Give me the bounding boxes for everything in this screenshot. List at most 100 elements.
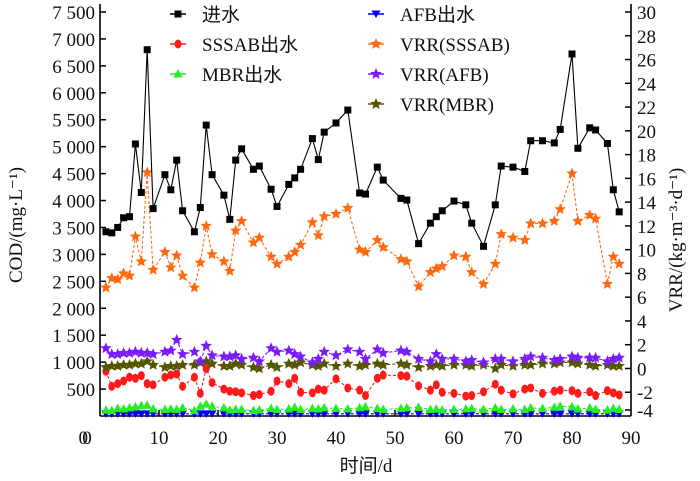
data-point — [143, 379, 151, 389]
data-point — [449, 404, 459, 414]
data-point — [190, 228, 198, 236]
data-point — [613, 351, 625, 363]
data-point — [249, 391, 257, 401]
data-point — [161, 171, 169, 179]
data-point — [135, 255, 147, 267]
data-point — [431, 403, 441, 413]
data-point — [108, 229, 116, 237]
data-point — [254, 405, 264, 414]
data-point — [194, 355, 206, 367]
data-point — [359, 358, 372, 370]
data-point — [188, 345, 201, 357]
data-point — [294, 356, 307, 368]
x-tick-label: 90 — [622, 428, 641, 449]
x-tick-label: 40 — [327, 428, 346, 449]
data-point — [601, 358, 614, 370]
data-point — [437, 405, 447, 414]
data-point — [255, 389, 263, 399]
data-point — [149, 205, 157, 213]
data-point — [525, 217, 537, 229]
data-point — [330, 349, 342, 361]
data-point — [218, 350, 230, 362]
data-point — [273, 376, 281, 386]
series-0 — [102, 46, 623, 250]
data-point — [271, 257, 283, 269]
data-point — [271, 361, 283, 373]
right-tick-label: 28 — [637, 27, 656, 48]
data-point — [220, 384, 228, 394]
data-point — [379, 370, 387, 380]
data-point — [344, 106, 352, 114]
data-point — [271, 345, 283, 357]
data-point — [102, 228, 110, 236]
data-point — [426, 219, 434, 227]
data-point — [436, 353, 448, 364]
data-point — [106, 272, 118, 283]
data-point — [120, 214, 128, 222]
x-tick-label: 0 — [82, 428, 92, 449]
data-point — [489, 362, 501, 374]
data-point — [468, 391, 476, 401]
x-tick-label: 10 — [150, 428, 169, 449]
data-point — [448, 353, 460, 364]
legend-label: VRR(SSSAB) — [400, 35, 510, 56]
legend-item: VRR(SSSAB) — [368, 35, 510, 56]
data-point — [179, 207, 187, 215]
data-point — [489, 353, 501, 364]
left-tick-label: 5 500 — [52, 111, 95, 132]
data-point — [496, 404, 506, 414]
data-point — [432, 213, 440, 221]
data-point — [479, 404, 488, 414]
data-point — [356, 189, 364, 197]
legend-marker — [174, 39, 182, 49]
data-point — [113, 403, 123, 412]
data-point — [497, 162, 505, 170]
data-point — [566, 167, 578, 179]
data-point — [312, 229, 324, 241]
data-point — [235, 358, 248, 370]
right-tick-label: 20 — [637, 122, 656, 143]
left-tick-label: 3 500 — [52, 218, 95, 239]
data-point — [201, 399, 211, 408]
data-point — [179, 381, 187, 391]
data-point — [136, 410, 146, 418]
data-point — [591, 404, 601, 414]
data-point — [308, 388, 316, 398]
left-tick-label: 1 500 — [52, 326, 95, 347]
data-point — [137, 371, 145, 381]
data-point — [331, 403, 341, 412]
data-point — [608, 403, 618, 412]
data-point — [290, 402, 300, 411]
data-point — [415, 240, 423, 248]
data-point — [207, 410, 217, 418]
data-point — [467, 403, 477, 412]
data-point — [355, 410, 365, 418]
data-point — [402, 402, 412, 412]
data-point — [176, 358, 189, 370]
data-point — [401, 255, 413, 267]
right-tick-label: 0 — [637, 359, 647, 380]
data-point — [539, 388, 546, 398]
data-point — [549, 410, 559, 418]
data-point — [200, 339, 212, 351]
series-layer — [100, 46, 625, 418]
data-point — [589, 212, 602, 224]
data-point — [232, 156, 240, 164]
data-point — [167, 186, 175, 194]
data-point — [521, 384, 529, 394]
data-point — [414, 402, 424, 411]
data-point — [424, 355, 437, 367]
data-point — [342, 357, 354, 369]
data-point — [226, 386, 234, 396]
data-point — [147, 358, 159, 370]
data-point — [430, 358, 442, 370]
data-point — [568, 50, 576, 58]
legend-item: VRR(AFB) — [368, 65, 489, 86]
x-tick-label: 50 — [386, 428, 405, 449]
data-point — [161, 372, 169, 382]
data-point — [526, 402, 536, 412]
data-point — [237, 404, 247, 414]
data-point — [432, 380, 440, 390]
data-point — [285, 379, 293, 389]
data-point — [106, 360, 118, 371]
